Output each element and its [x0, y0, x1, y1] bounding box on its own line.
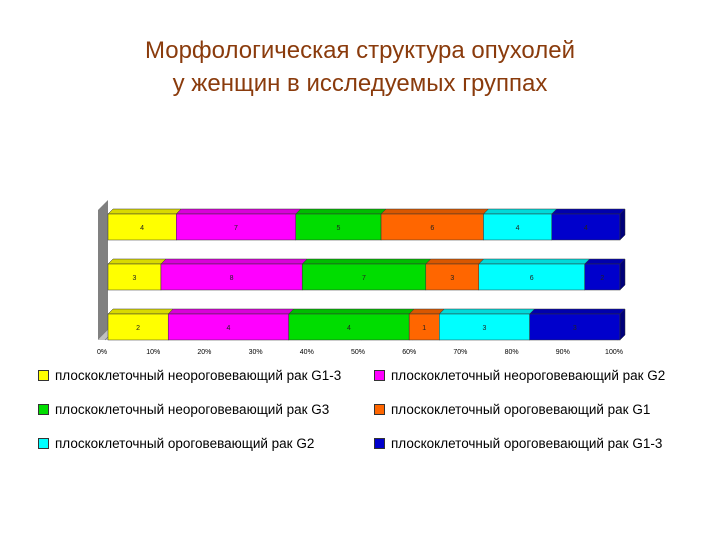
x-tick-label: 80%: [505, 349, 519, 356]
data-label: 7: [234, 225, 238, 232]
legend-swatch: [38, 438, 49, 449]
data-label: 4: [516, 225, 520, 232]
x-tick-label: 10%: [146, 349, 160, 356]
legend-label: плоскоклеточный неороговевающий рак G2: [391, 368, 666, 383]
data-label: 3: [450, 275, 454, 282]
data-label: 4: [347, 325, 351, 332]
x-tick-label: 20%: [197, 349, 211, 356]
bar-segment: [380, 213, 484, 241]
bar-segment: [478, 263, 585, 291]
bar-segment: [584, 263, 621, 291]
legend-label: плоскоклеточный неороговевающий рак G1-3: [55, 368, 342, 383]
legend-item: плоскоклеточный ороговевающий рак G2: [38, 436, 314, 451]
bar-segment: [160, 263, 303, 291]
bar-segment-top: [160, 258, 308, 265]
legend-item: плоскоклеточный неороговевающий рак G2: [374, 368, 665, 383]
data-label: 3: [483, 325, 487, 332]
legend-item: плоскоклеточный ороговевающий рак G1: [374, 402, 650, 417]
x-tick-label: 30%: [249, 349, 263, 356]
legend-label: плоскоклеточный ороговевающий рак G2: [55, 436, 315, 451]
legend-item: плоскоклеточный ороговевающий рак G1-3: [374, 436, 662, 451]
bar-segment: [408, 313, 440, 341]
bar-segment-top: [425, 258, 485, 265]
x-tick-label: 60%: [402, 349, 416, 356]
bar-segment: [176, 213, 296, 241]
x-tick-label: 40%: [300, 349, 314, 356]
data-label: 2: [600, 275, 604, 282]
chart-title-line-2: у женщин в исследуемых группах: [172, 70, 548, 97]
bar-segment: [295, 213, 382, 241]
bar-segment-side: [619, 258, 626, 291]
legend-item: плоскоклеточный неороговевающий рак G1-3: [38, 368, 341, 383]
data-label: 6: [430, 225, 434, 232]
data-label: 8: [230, 275, 234, 282]
data-label: 4: [584, 225, 588, 232]
chart-title-line-1: Морфологическая структура опухолей: [144, 37, 576, 64]
bar-segment: [483, 213, 552, 241]
bar-segment: [301, 263, 427, 291]
data-label: 5: [336, 225, 340, 232]
data-label: 6: [530, 275, 534, 282]
bar-segment: [107, 263, 162, 291]
bar-segment-top: [167, 308, 295, 315]
bar-segment-top: [482, 208, 558, 215]
data-label: 4: [227, 325, 231, 332]
bar-segment: [288, 313, 410, 341]
legend-label: плоскоклеточный ороговевающий рак G1: [391, 402, 651, 417]
x-tick-label: 90%: [556, 349, 570, 356]
bar-segment-top: [408, 308, 445, 315]
bar-segment: [107, 313, 169, 341]
bar-segment: [439, 313, 530, 341]
bar-segment-top: [478, 258, 591, 265]
legend-swatch: [374, 370, 385, 381]
legend-swatch: [38, 404, 49, 415]
bar-segment: [529, 313, 621, 341]
stacked-bar-chart: 0% 10% 20% 30% 40% 50% 60% 70% 80% 90% 100% 4 7 5 6 4 4 3…: [97, 200, 626, 356]
bar-segment-top: [107, 208, 182, 215]
bar-segment-side: [619, 208, 626, 241]
data-label: 3: [133, 275, 137, 282]
bar-segment-top: [107, 258, 167, 265]
legend-swatch: [374, 404, 385, 415]
data-label: 1: [422, 325, 426, 332]
bar-segment-top: [438, 308, 536, 315]
x-tick-label: 70%: [453, 349, 467, 356]
bar-segment-top: [551, 208, 626, 215]
legend-label: плоскоклеточный ороговевающий рак G1-3: [391, 436, 663, 451]
legend-swatch: [374, 438, 385, 449]
bar-segment-top: [107, 308, 174, 315]
plot-side-wall: [98, 200, 108, 340]
x-tick-label: 100%: [605, 349, 623, 356]
bar-segment-top: [288, 308, 415, 315]
x-tick-label: 0%: [97, 349, 107, 356]
bar-segment-top: [380, 208, 490, 215]
data-label: 7: [362, 275, 366, 282]
bar-segment: [107, 213, 177, 241]
legend-swatch: [38, 370, 49, 381]
data-label: 4: [140, 225, 144, 232]
data-label: 2: [136, 325, 140, 332]
bar-segment-side: [619, 308, 626, 341]
legend-label: плоскоклеточный неороговевающий рак G3: [55, 402, 330, 417]
bar-segment-top: [175, 208, 302, 215]
data-label: 3: [573, 325, 577, 332]
chart-title: Морфологическая структура опухолей у жен…: [0, 34, 720, 100]
bar-segment-top: [295, 208, 387, 215]
legend-item: плоскоклеточный неороговевающий рак G3: [38, 402, 329, 417]
bar-segment-top: [584, 258, 626, 265]
bar-segment-top: [301, 258, 432, 265]
x-tick-label: 50%: [351, 349, 365, 356]
bar-segment-top: [529, 308, 626, 315]
bar-segment: [167, 313, 289, 341]
